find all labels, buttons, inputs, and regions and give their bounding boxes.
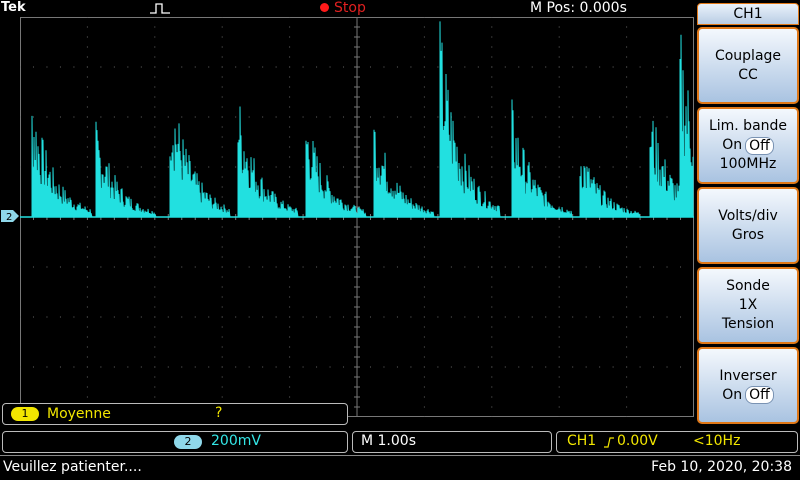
top-status-bar: Tek Stop M Pos: 0.000s — [0, 0, 694, 17]
trigger-readout[interactable]: CH1 0.00V <10Hz — [556, 431, 798, 453]
rising-edge-icon — [604, 437, 614, 448]
probe-button[interactable]: Sonde 1X Tension — [697, 267, 799, 344]
channel-2-marker[interactable]: 2 — [0, 209, 20, 223]
coupling-button[interactable]: Couplage CC — [697, 27, 799, 104]
trigger-type-icon — [150, 3, 170, 14]
date-time: Feb 10, 2020, 20:38 — [651, 459, 792, 475]
horizontal-position: M Pos: 0.000s — [530, 0, 627, 16]
invert-label: Inverser — [719, 367, 777, 384]
bandwidth-toggle[interactable]: On Off — [722, 136, 774, 155]
volts-div-button[interactable]: Volts/div Gros — [697, 187, 799, 264]
waveform-display[interactable] — [20, 17, 694, 417]
ch2-trace — [20, 21, 694, 218]
volts-div-label: Volts/div — [718, 207, 778, 224]
bandwidth-label: Lim. bande — [708, 118, 788, 134]
invert-off-selected: Off — [745, 386, 774, 404]
measurement-badge: 1 — [11, 407, 39, 421]
bandwidth-on: On — [722, 137, 743, 153]
timebase-scale: M 1.00s — [361, 433, 416, 449]
brand-label: Tek — [1, 0, 26, 15]
trigger-source: CH1 — [567, 433, 597, 449]
channel-2-badge: 2 — [174, 435, 202, 449]
trigger-level: 0.00V — [617, 433, 658, 449]
invert-toggle[interactable]: On Off — [722, 386, 774, 405]
stop-indicator-icon — [320, 3, 329, 12]
bandwidth-off-selected: Off — [745, 136, 774, 155]
channel-2-readout[interactable]: 2 200mV — [2, 431, 348, 453]
channel-2-scale: 200mV — [211, 433, 261, 449]
measurement-label: Moyenne — [47, 406, 111, 422]
probe-type: Tension — [721, 316, 775, 332]
invert-button[interactable]: Inverser On Off — [697, 347, 799, 424]
timebase-readout[interactable]: M 1.00s — [352, 431, 552, 453]
coupling-value: CC — [738, 66, 758, 83]
status-message: Veuillez patienter.... — [3, 459, 142, 475]
bandwidth-freq: 100MHz — [719, 156, 777, 172]
probe-value: 1X — [738, 297, 758, 313]
measurement-value: ? — [215, 405, 223, 421]
measurement-readout[interactable]: 1 Moyenne ? — [2, 403, 348, 425]
message-bar: Veuillez patienter.... Feb 10, 2020, 20:… — [0, 455, 800, 480]
run-state: Stop — [334, 0, 366, 16]
channel-2-marker-label: 2 — [6, 212, 12, 223]
invert-on: On — [722, 386, 743, 403]
menu-title: CH1 — [697, 3, 799, 25]
volts-div-value: Gros — [731, 226, 765, 243]
trigger-frequency: <10Hz — [693, 433, 741, 449]
coupling-label: Couplage — [714, 47, 782, 64]
probe-label: Sonde — [726, 278, 770, 294]
bandwidth-limit-button[interactable]: Lim. bande On Off 100MHz — [697, 107, 799, 184]
